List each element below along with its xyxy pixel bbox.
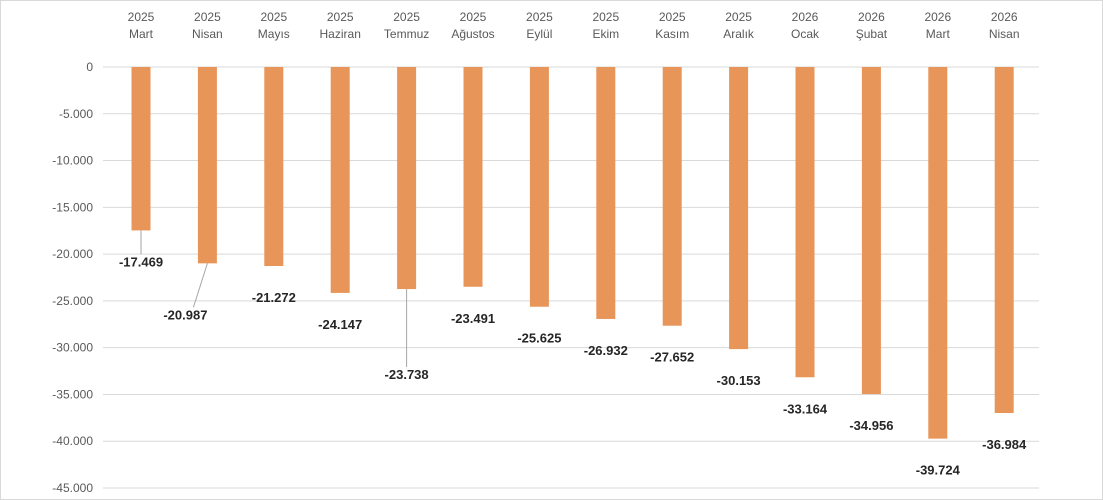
category-year-label: 2025 bbox=[526, 10, 553, 24]
y-tick-label: -25.000 bbox=[52, 294, 93, 308]
data-label: -36.984 bbox=[982, 437, 1027, 452]
category-year-label: 2026 bbox=[858, 10, 885, 24]
data-label: -30.153 bbox=[717, 373, 761, 388]
category-month-label: Aralık bbox=[723, 27, 755, 41]
data-label: -25.625 bbox=[517, 331, 561, 346]
y-tick-label: 0 bbox=[86, 60, 93, 74]
leader-line bbox=[192, 263, 208, 308]
category-month-label: Eylül bbox=[526, 27, 552, 41]
bar bbox=[729, 67, 749, 350]
category-month-label: Haziran bbox=[320, 27, 361, 41]
category-axis-labels: 2025 Mart 2025 Nisan 2025 Mayıs 2025 Haziran 202… bbox=[128, 10, 1020, 41]
category-year-label: 2025 bbox=[327, 10, 354, 24]
category-year-label: 2025 bbox=[260, 10, 287, 24]
y-tick-label: -20.000 bbox=[52, 247, 93, 261]
category-month-label: Kasım bbox=[655, 27, 689, 41]
bar bbox=[264, 67, 284, 267]
category-year-label: 2025 bbox=[659, 10, 686, 24]
category-month-label: Ağustos bbox=[451, 27, 494, 41]
category-month-label: Ekim bbox=[592, 27, 619, 41]
category-month-label: Ocak bbox=[791, 27, 820, 41]
data-label: -24.147 bbox=[318, 317, 362, 332]
data-label: -23.491 bbox=[451, 311, 495, 326]
gridlines bbox=[103, 66, 1039, 489]
bar bbox=[928, 67, 948, 439]
y-tick-label: -10.000 bbox=[52, 154, 93, 168]
bar bbox=[397, 67, 417, 290]
bar bbox=[994, 67, 1014, 414]
bar bbox=[662, 67, 682, 326]
category-month-label: Şubat bbox=[856, 27, 888, 41]
bar bbox=[529, 67, 549, 307]
category-year-label: 2025 bbox=[393, 10, 420, 24]
bar bbox=[861, 67, 881, 395]
y-tick-label: -35.000 bbox=[52, 387, 93, 401]
category-year-label: 2026 bbox=[792, 10, 819, 24]
category-month-label: Mayıs bbox=[258, 27, 290, 41]
data-label: -33.164 bbox=[783, 401, 828, 416]
bar bbox=[197, 67, 217, 264]
bar bbox=[463, 67, 483, 287]
bar bbox=[131, 67, 151, 231]
data-labels: -17.469 -20.987 -21.272 -24.147 -23.738 -23.4… bbox=[119, 254, 1027, 477]
bar bbox=[596, 67, 616, 319]
category-year-label: 2025 bbox=[592, 10, 619, 24]
leader-lines bbox=[140, 230, 408, 368]
category-year-label: 2026 bbox=[991, 10, 1018, 24]
category-year-label: 2025 bbox=[128, 10, 155, 24]
bar-series bbox=[131, 67, 1014, 439]
y-tick-label: -45.000 bbox=[52, 481, 93, 495]
data-label: -39.724 bbox=[916, 463, 961, 478]
y-tick-label: -30.000 bbox=[52, 341, 93, 355]
data-label: -17.469 bbox=[119, 254, 163, 269]
y-axis-tick-labels: 0 -5.000 -10.000 -15.000 -20.000 -25.000 -30.0… bbox=[52, 60, 93, 495]
category-year-label: 2025 bbox=[725, 10, 752, 24]
bar bbox=[795, 67, 815, 378]
data-label: -23.738 bbox=[385, 367, 429, 382]
category-month-label: Mart bbox=[129, 27, 154, 41]
data-label: -20.987 bbox=[163, 307, 207, 322]
data-label: -34.956 bbox=[849, 418, 893, 433]
y-tick-label: -5.000 bbox=[59, 107, 93, 121]
category-month-label: Mart bbox=[926, 27, 951, 41]
data-label: -21.272 bbox=[252, 290, 296, 305]
category-year-label: 2025 bbox=[194, 10, 221, 24]
category-month-label: Nisan bbox=[989, 27, 1020, 41]
category-year-label: 2026 bbox=[924, 10, 951, 24]
y-tick-label: -40.000 bbox=[52, 434, 93, 448]
category-year-label: 2025 bbox=[460, 10, 487, 24]
data-label: -26.932 bbox=[584, 343, 628, 358]
data-label: -27.652 bbox=[650, 350, 694, 365]
category-month-label: Nisan bbox=[192, 27, 223, 41]
category-month-label: Temmuz bbox=[384, 27, 429, 41]
bar bbox=[330, 67, 350, 293]
y-tick-label: -15.000 bbox=[52, 200, 93, 214]
